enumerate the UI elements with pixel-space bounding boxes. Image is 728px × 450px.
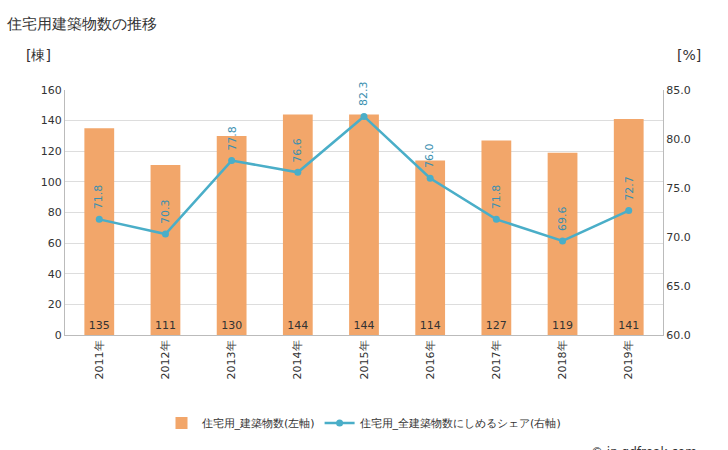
svg-text:2014年: 2014年 [291,340,304,379]
svg-text:127: 127 [486,319,507,332]
svg-text:160: 160 [41,84,62,97]
svg-text:住宅用_全建築物数にしめるシェア(右軸): 住宅用_全建築物数にしめるシェア(右軸) [360,417,561,430]
svg-text:60: 60 [48,237,62,250]
svg-text:2011年: 2011年 [93,340,106,379]
svg-text:144: 144 [287,319,308,332]
svg-text:65.0: 65.0 [666,280,691,293]
svg-text:76.0: 76.0 [423,143,436,168]
svg-text:72.7: 72.7 [623,176,636,201]
svg-text:75.0: 75.0 [666,182,691,195]
svg-text:144: 144 [354,319,375,332]
svg-text:70.0: 70.0 [666,231,691,244]
svg-text:2019年: 2019年 [622,340,635,379]
svg-text:20: 20 [48,298,62,311]
svg-text:130: 130 [221,319,242,332]
svg-text:© jp.gdfreak.com: © jp.gdfreak.com [591,445,697,450]
svg-text:2016年: 2016年 [424,340,437,379]
svg-text:71.8: 71.8 [490,185,503,210]
svg-text:140: 140 [41,114,62,127]
svg-text:[棟]: [棟] [26,47,51,63]
svg-text:60.0: 60.0 [666,329,691,342]
svg-text:82.3: 82.3 [357,81,370,106]
svg-text:2012年: 2012年 [159,340,172,379]
svg-text:119: 119 [552,319,573,332]
svg-text:2015年: 2015年 [358,340,371,379]
svg-text:住宅用建築物数の推移: 住宅用建築物数の推移 [6,15,157,33]
svg-text:80: 80 [48,206,62,219]
svg-text:135: 135 [89,319,110,332]
svg-text:76.6: 76.6 [291,138,304,163]
svg-text:2017年: 2017年 [490,340,503,379]
svg-text:0: 0 [55,329,62,342]
svg-text:69.6: 69.6 [556,206,569,231]
svg-text:[%]: [%] [677,47,701,63]
svg-text:114: 114 [420,319,441,332]
svg-text:2018年: 2018年 [556,340,569,379]
svg-text:77.8: 77.8 [226,126,239,151]
svg-text:80.0: 80.0 [666,133,691,146]
svg-text:40: 40 [48,268,62,281]
svg-text:71.8: 71.8 [92,185,105,210]
svg-text:141: 141 [618,319,639,332]
svg-text:100: 100 [41,176,62,189]
svg-text:120: 120 [41,145,62,158]
svg-text:85.0: 85.0 [666,84,691,97]
svg-text:住宅用_建築物数(左軸): 住宅用_建築物数(左軸) [202,417,315,430]
svg-text:70.3: 70.3 [159,200,172,225]
svg-text:111: 111 [155,319,176,332]
svg-text:2013年: 2013年 [225,340,238,379]
